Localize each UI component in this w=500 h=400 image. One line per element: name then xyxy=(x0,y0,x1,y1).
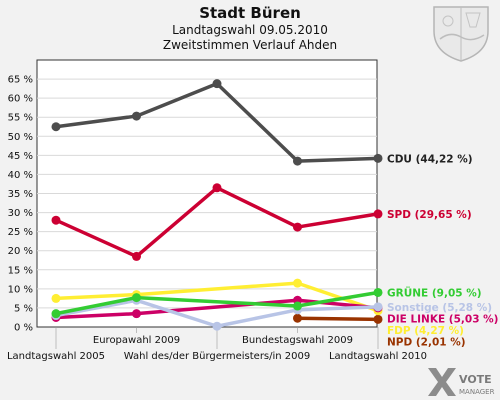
series-npd xyxy=(293,313,383,324)
series-line xyxy=(55,281,379,313)
data-point xyxy=(132,293,141,303)
data-point xyxy=(373,209,383,219)
y-tick-label: 25 % xyxy=(8,227,33,238)
data-point xyxy=(293,222,302,232)
y-tick-label: 10 % xyxy=(8,284,33,295)
series-gr-ne xyxy=(51,287,383,319)
y-tick-label: 35 % xyxy=(8,189,33,200)
data-point xyxy=(373,302,383,312)
x-tick-label: Wahl des/der Bürgermeisters/in 2009 xyxy=(124,351,311,362)
y-tick-label: 45 % xyxy=(8,151,33,162)
y-tick-label: 20 % xyxy=(8,246,33,257)
series-end-label: Sonstige (5,28 %) xyxy=(387,302,492,314)
series-line xyxy=(297,316,379,322)
data-point xyxy=(373,287,383,297)
data-point xyxy=(132,251,141,261)
series-fdp xyxy=(51,278,383,316)
y-tick-label: 5 % xyxy=(14,303,33,314)
x-tick-label: Landtagswahl 2010 xyxy=(329,351,427,362)
series-end-label: SPD (29,65 %) xyxy=(387,209,472,221)
series-lines xyxy=(51,79,383,331)
x-tick-label: Landtagswahl 2005 xyxy=(7,351,105,362)
y-tick-label: 60 % xyxy=(8,94,33,105)
y-tick-label: 40 % xyxy=(8,170,33,181)
data-point xyxy=(212,183,222,193)
data-point xyxy=(293,156,302,166)
gridlines xyxy=(37,78,377,309)
series-end-label: GRÜNE (9,05 %) xyxy=(387,285,482,299)
data-point xyxy=(293,278,302,288)
x-axis-ticks: Landtagswahl 2005 Europawahl 2009 Wahl des… xyxy=(7,327,427,362)
vote-manager-logo: VOTE MANAGER xyxy=(428,368,495,396)
data-point xyxy=(373,314,383,324)
data-point xyxy=(293,301,302,311)
chart-subtitle-1: Landtagswahl 09.05.2010 xyxy=(172,23,328,37)
series-end-label: FDP (4,27 %) xyxy=(387,325,464,337)
data-point xyxy=(212,79,222,89)
y-axis-ticks: 0 % 5 % 10 % 15 % 20 % 25 % 30 % 35 % 40 % 45 % 50… xyxy=(8,75,33,334)
x-tick-label: Europawahl 2009 xyxy=(93,335,180,346)
data-point xyxy=(373,153,383,163)
data-point xyxy=(51,309,61,319)
data-point xyxy=(293,313,302,323)
y-tick-label: 0 % xyxy=(14,323,33,334)
chart-subtitle-2: Zweitstimmen Verlauf Ahden xyxy=(163,38,337,52)
y-tick-label: 30 % xyxy=(8,208,33,219)
logo-text-vote: VOTE xyxy=(459,373,492,386)
y-tick-label: 55 % xyxy=(8,113,33,124)
logo-text-manager: MANAGER xyxy=(459,388,495,396)
y-tick-label: 50 % xyxy=(8,132,33,143)
checkmark-x-icon xyxy=(428,368,456,396)
series-end-labels: CDU (44,22 %) SPD (29,65 %) GRÜNE (9,05 %)… xyxy=(387,153,498,348)
series-cdu xyxy=(51,79,383,166)
data-point xyxy=(51,215,61,225)
data-point xyxy=(51,293,61,303)
data-point xyxy=(212,321,222,331)
series-end-label: DIE LINKE (5,03 %) xyxy=(387,313,498,325)
series-end-label: CDU (44,22 %) xyxy=(387,153,473,165)
series-line xyxy=(55,298,379,320)
series-end-label: NPD (2,01 %) xyxy=(387,336,466,348)
series-spd xyxy=(51,183,383,261)
data-point xyxy=(51,122,61,132)
data-point xyxy=(132,309,141,319)
data-point xyxy=(132,111,141,121)
y-tick-label: 65 % xyxy=(8,75,33,86)
x-tick-label: Bundestagswahl 2009 xyxy=(242,335,353,346)
y-tick-label: 15 % xyxy=(8,265,33,276)
coat-of-arms-icon xyxy=(433,6,489,62)
chart-title: Stadt Büren xyxy=(199,4,301,22)
series-line xyxy=(55,290,379,316)
